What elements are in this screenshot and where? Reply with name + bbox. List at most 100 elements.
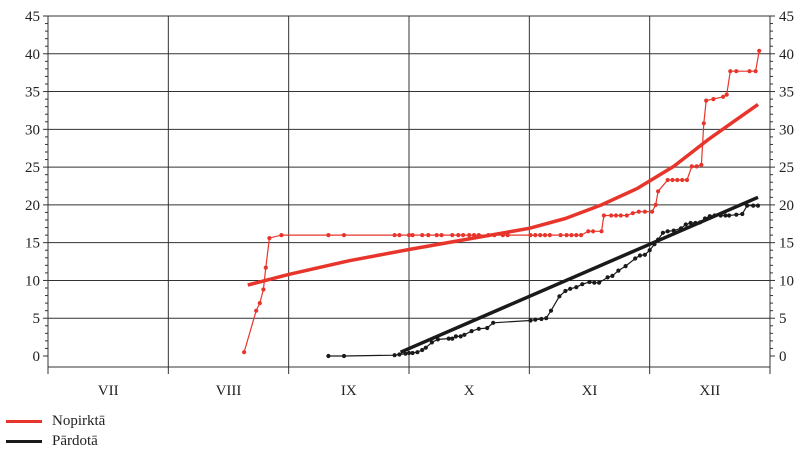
series-0-point-9 xyxy=(392,233,397,238)
series-0-point-30 xyxy=(542,233,548,238)
series-0-point-41 xyxy=(609,213,614,218)
series-0-point-44 xyxy=(624,213,629,218)
series-1-point-27 xyxy=(563,288,568,294)
x-tick-label-VII: VII xyxy=(98,383,119,399)
series-0-point-2 xyxy=(257,301,262,306)
legend: Nopirktā Pārdotā xyxy=(6,411,105,451)
series-1-point-48 xyxy=(683,222,688,227)
series-1-point-58 xyxy=(734,212,739,217)
y-tick-label-right-10: 10 xyxy=(779,273,794,289)
series-1-point-6 xyxy=(410,350,415,356)
legend-item-0: Nopirktā xyxy=(6,411,105,431)
series-1-point-24 xyxy=(544,316,549,321)
series-1-point-35 xyxy=(610,273,615,278)
x-tick-label-VIII: VIII xyxy=(216,383,242,399)
y-tick-label-right-35: 35 xyxy=(779,85,794,101)
series-1-point-22 xyxy=(533,317,538,322)
series-0-point-31 xyxy=(547,233,552,238)
series-0-point-24 xyxy=(492,233,497,238)
series-1-point-13 xyxy=(450,336,455,341)
series-1-point-40 xyxy=(642,252,648,257)
series-1-point-23 xyxy=(539,316,544,322)
series-0-point-22 xyxy=(476,233,481,238)
series-0-point-62 xyxy=(721,94,726,99)
series-1-point-49 xyxy=(688,220,693,226)
series-1-point-43 xyxy=(656,237,661,242)
axes: 0 0 5 5 10 10 15 15 20 20 25 25 30 30 35 35 40 40 45 45 VII V… xyxy=(25,9,794,399)
series-1-point-62 xyxy=(755,203,761,208)
series-0-point-58 xyxy=(699,162,704,167)
grid xyxy=(47,15,771,368)
series-0-point-45 xyxy=(630,211,635,216)
series-1-point-1 xyxy=(341,353,347,359)
series-1-point-16 xyxy=(462,332,467,337)
series-1-point-59 xyxy=(740,211,745,217)
y-tick-label-right-5: 5 xyxy=(779,311,787,327)
series-0-point-12 xyxy=(410,233,415,238)
series-0-point-55 xyxy=(684,177,690,183)
series-1-point-9 xyxy=(423,345,428,350)
series-0-point-34 xyxy=(569,233,574,238)
x-tick-label-XI: XI xyxy=(582,383,598,399)
series-1-point-30 xyxy=(580,282,585,287)
y-tick-label-left-10: 10 xyxy=(25,273,40,289)
series-1-point-37 xyxy=(623,264,628,269)
series-0-point-52 xyxy=(670,177,675,183)
y-tick-label-left-45: 45 xyxy=(25,9,40,25)
series-0-point-8 xyxy=(341,233,347,238)
series-0-point-68 xyxy=(757,48,762,53)
series-0-point-1 xyxy=(254,308,259,313)
series-1-point-19 xyxy=(485,325,490,331)
series-1-point-50 xyxy=(693,220,698,226)
y-tick-label-right-30: 30 xyxy=(779,122,794,138)
y-tick-label-left-30: 30 xyxy=(25,122,40,138)
y-tick-label-right-0: 0 xyxy=(779,349,787,365)
y-tick-label-left-0: 0 xyxy=(33,349,41,365)
series-0-point-54 xyxy=(680,177,685,183)
series-0-point-40 xyxy=(601,213,607,218)
x-tick-label-IX: IX xyxy=(341,383,357,399)
series-1-point-21 xyxy=(528,318,533,323)
series-0-point-20 xyxy=(467,233,472,238)
series-1-point-3 xyxy=(397,352,402,357)
series-1-point-33 xyxy=(597,280,602,285)
y-tick-label-right-40: 40 xyxy=(779,47,794,63)
series-1-point-45 xyxy=(665,229,670,234)
series-0-point-37 xyxy=(586,229,591,234)
series-0-point-10 xyxy=(397,233,402,238)
series-0-point-16 xyxy=(439,233,444,238)
series-1-point-25 xyxy=(548,308,554,313)
series-1-point-52 xyxy=(702,216,708,221)
series-0-point-48 xyxy=(650,209,655,214)
series-0-point-21 xyxy=(471,233,477,238)
series-0-point-47 xyxy=(642,209,648,214)
series-0-point-56 xyxy=(689,164,694,169)
series-1-point-18 xyxy=(476,326,481,331)
series-1-point-41 xyxy=(647,248,652,253)
series-0-point-33 xyxy=(564,233,569,238)
series-1-point-17 xyxy=(469,329,474,334)
y-tick-label-right-25: 25 xyxy=(779,160,794,176)
series-0-point-4 xyxy=(263,265,268,270)
series-1-point-42 xyxy=(652,242,657,247)
series-0-point-13 xyxy=(420,233,425,238)
series-0-point-19 xyxy=(461,233,466,238)
series-0-point-28 xyxy=(533,233,538,238)
series-0-point-43 xyxy=(618,213,623,218)
series-1-point-7 xyxy=(415,350,420,355)
series-0-point-51 xyxy=(665,177,670,183)
series-0-point-6 xyxy=(279,233,284,238)
series-1-point-26 xyxy=(557,294,562,299)
legend-label-0: Nopirktā xyxy=(52,412,106,429)
series-0-point-35 xyxy=(574,233,579,238)
series-0-point-63 xyxy=(724,92,729,97)
legend-label-1: Pārdotā xyxy=(52,432,98,449)
series-0-point-3 xyxy=(261,287,266,292)
series-0-point-17 xyxy=(450,233,455,238)
series-1-point-5 xyxy=(406,350,412,356)
series-1-point-14 xyxy=(453,334,458,339)
series-1-point-38 xyxy=(633,256,638,261)
series-1-point-55 xyxy=(718,213,723,218)
series-0-point-23 xyxy=(486,233,491,238)
series-0-point-39 xyxy=(599,229,604,234)
